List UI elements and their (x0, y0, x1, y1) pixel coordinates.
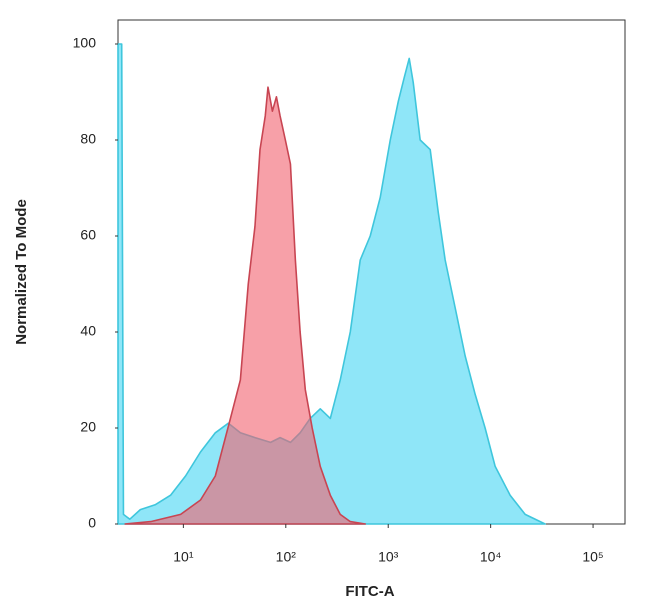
x-tick-label: 10⁵ (582, 549, 603, 565)
y-tick-label: 40 (80, 323, 96, 339)
x-tick-label: 10² (276, 549, 297, 565)
x-axis-title: FITC-A (345, 583, 394, 600)
y-tick-label: 0 (88, 515, 96, 531)
y-tick-label: 60 (80, 227, 96, 243)
x-tick-label: 10⁴ (480, 549, 502, 565)
y-tick-label: 20 (80, 419, 96, 435)
y-axis-title: Normalized To Mode (13, 199, 30, 345)
plot-area (117, 43, 546, 525)
y-tick-label: 80 (80, 131, 96, 147)
y-tick-label: 100 (73, 35, 97, 51)
x-tick-label: 10³ (378, 549, 399, 565)
x-tick-label: 10¹ (173, 549, 194, 565)
histogram-area (124, 86, 367, 525)
histogram-area (117, 43, 546, 525)
